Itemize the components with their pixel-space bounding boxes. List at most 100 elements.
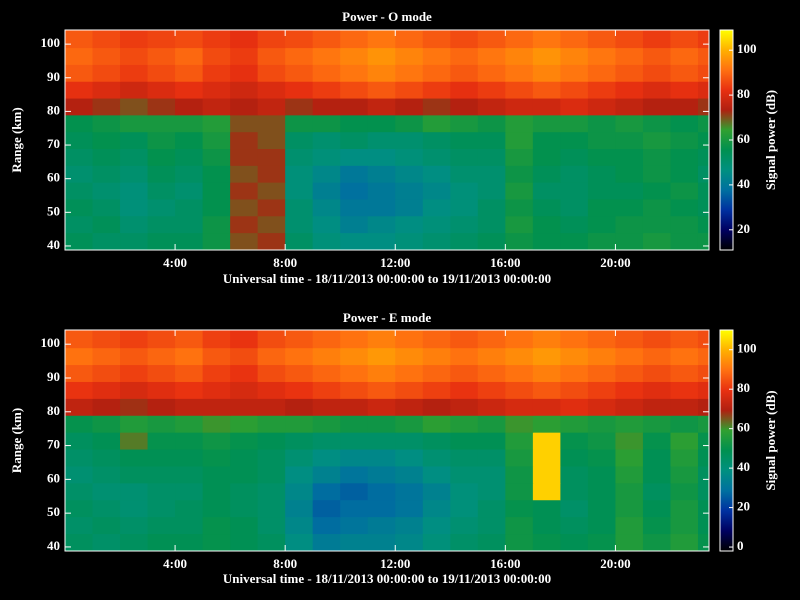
heatmap-cell	[257, 198, 286, 217]
heatmap-cell	[532, 347, 561, 366]
heatmap-cell	[65, 364, 94, 382]
heatmap-cell	[202, 465, 231, 484]
heatmap-cell	[450, 30, 479, 49]
heatmap-cell	[230, 182, 259, 200]
heatmap-cell	[395, 482, 424, 501]
heatmap-cell	[450, 114, 479, 133]
heatmap-cell	[147, 330, 176, 349]
colorbar-tick-label: 100	[737, 41, 757, 56]
heatmap-cell	[65, 533, 94, 551]
colorbar-tick-label: 20	[737, 499, 750, 514]
heatmap-cell	[312, 97, 341, 116]
heatmap-cell	[202, 364, 231, 382]
heatmap-cell	[477, 381, 506, 399]
heatmap-cell	[642, 47, 672, 65]
heatmap-cell	[670, 347, 699, 366]
heatmap-cell	[65, 47, 94, 65]
heatmap-cell	[615, 148, 644, 166]
heatmap-cell	[505, 398, 534, 416]
heatmap-cell	[505, 432, 534, 450]
heatmap-cell	[147, 381, 176, 399]
heatmap-cell	[642, 432, 672, 450]
heatmap-cell	[587, 347, 617, 366]
heatmap-cell	[505, 47, 534, 65]
heatmap-cell	[642, 448, 672, 467]
heatmap-cell	[560, 114, 589, 133]
heatmap-cell	[395, 215, 424, 234]
heatmap-cell	[422, 465, 451, 484]
heatmap-cell	[175, 533, 204, 551]
heatmap-cell	[175, 381, 204, 399]
heatmap-cell	[202, 165, 231, 183]
heatmap-cell	[450, 448, 479, 467]
heatmap-cell	[120, 432, 149, 450]
heatmap-cell	[505, 364, 534, 382]
heatmap-cell	[642, 215, 672, 234]
heatmap-cell	[175, 415, 204, 433]
heatmap-cell	[147, 465, 176, 484]
heatmap-cell	[477, 482, 506, 501]
heatmap-cell	[120, 465, 149, 484]
heatmap-cell	[92, 148, 121, 166]
heatmap-cell	[560, 97, 589, 116]
heatmap-cell	[422, 148, 451, 166]
heatmap-cell	[92, 330, 121, 349]
heatmap-cell	[450, 97, 479, 116]
heatmap-cell	[670, 465, 699, 484]
heatmap-cell	[477, 97, 506, 116]
y-tick-label: 70	[47, 136, 60, 151]
heatmap-cell	[92, 131, 121, 150]
heatmap-cell	[65, 64, 94, 82]
heatmap-cell	[285, 330, 314, 349]
heatmap-cell	[202, 448, 231, 467]
heatmap-cell	[312, 232, 341, 250]
panel-title: Power - E mode	[343, 310, 431, 325]
heatmap-cell	[230, 47, 259, 65]
heatmap-cell	[477, 64, 506, 82]
heatmap-cell	[202, 482, 231, 501]
heatmap-cell	[697, 533, 709, 551]
heatmap-cell	[642, 198, 672, 217]
heatmap-cell	[65, 482, 94, 501]
heatmap-cell	[697, 81, 709, 99]
heatmap-cell	[202, 30, 231, 49]
heatmap-cell	[505, 330, 534, 349]
heatmap-cell	[312, 30, 341, 49]
heatmap-cell	[340, 215, 369, 234]
heatmap-cell	[642, 30, 672, 49]
heatmap-cell	[505, 131, 534, 150]
heatmap-cell	[422, 533, 451, 551]
heatmap-cell	[312, 347, 341, 366]
heatmap-cell	[670, 165, 699, 183]
heatmap-cell	[477, 516, 506, 535]
heatmap-cell	[285, 499, 314, 518]
heatmap-cell	[367, 47, 396, 65]
y-tick-label: 70	[47, 437, 60, 452]
heatmap-cell	[367, 97, 396, 116]
heatmap-cell	[340, 64, 369, 82]
heatmap-cell	[230, 148, 259, 166]
heatmap-cell	[202, 215, 231, 234]
heatmap-cell	[367, 448, 396, 467]
heatmap-cell	[422, 415, 451, 433]
heatmap-cell	[65, 30, 94, 49]
colorbar	[719, 329, 734, 552]
heatmap-cell	[395, 97, 424, 116]
heatmap-cell	[230, 198, 259, 217]
heatmap-cell	[642, 415, 672, 433]
heatmap-cell	[340, 148, 369, 166]
heatmap-cell	[312, 448, 341, 467]
colorbar-tick-label: 0	[737, 538, 744, 553]
heatmap-cell	[505, 198, 534, 217]
heatmap-cell	[477, 432, 506, 450]
heatmap-cell	[230, 398, 259, 416]
heatmap-cell	[505, 81, 534, 99]
heatmap-cell	[422, 215, 451, 234]
heatmap-cell	[285, 415, 314, 433]
heatmap-cell	[120, 482, 149, 501]
heatmap-cell	[560, 533, 589, 551]
heatmap-cell	[560, 232, 589, 250]
heatmap-cell	[505, 482, 534, 501]
heatmap-cell	[92, 64, 121, 82]
heatmap-cell	[532, 398, 561, 416]
